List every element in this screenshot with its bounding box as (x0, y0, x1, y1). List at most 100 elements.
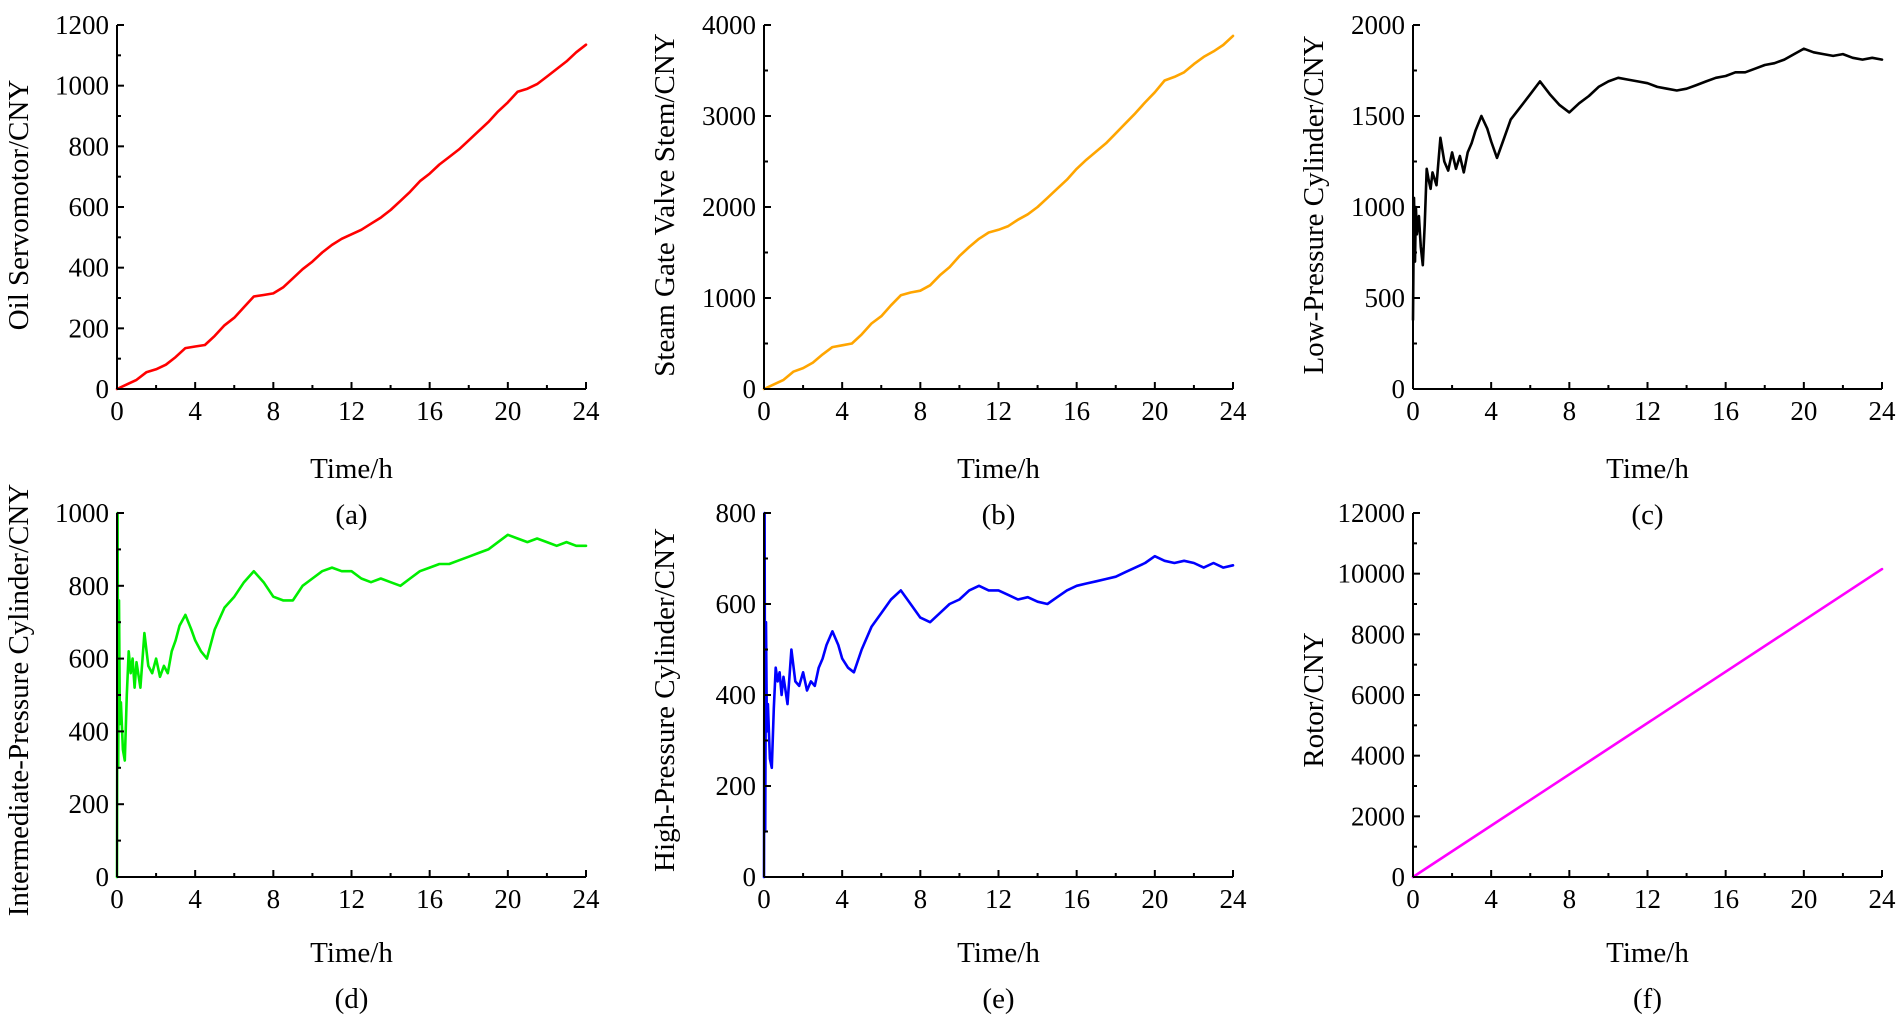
x-tick-label-e: 8 (914, 884, 928, 914)
y-tick-label-e: 0 (743, 862, 757, 892)
y-tick-label-a: 800 (69, 131, 110, 161)
x-tick-label-b: 0 (757, 396, 771, 426)
x-tick-label-c: 24 (1869, 396, 1897, 426)
x-tick-label-f: 0 (1406, 884, 1420, 914)
y-tick-label-a: 1200 (55, 10, 109, 40)
y-tick-label-f: 4000 (1351, 741, 1405, 771)
series-line-a-0 (115, 43, 588, 391)
panel-e: 0 4 8 12 16 20 24 0 200 400 600 800 Time/h High-Press… (649, 498, 1247, 1015)
x-tick-label-d: 0 (110, 884, 124, 914)
x-axis-label-a: Time/h (310, 453, 393, 485)
x-tick-label-f: 20 (1790, 884, 1817, 914)
x-tick-label-a: 12 (338, 396, 365, 426)
y-tick-label-f: 10000 (1338, 559, 1406, 589)
y-axis-label-d: Intermediate-Pressure Cylinder/CNY (3, 484, 35, 917)
x-tick-label-d: 12 (338, 884, 365, 914)
x-tick-label-d: 20 (494, 884, 521, 914)
y-tick-label-b: 3000 (702, 101, 756, 131)
series-line-c-0 (1411, 47, 1884, 322)
x-tick-label-d: 24 (573, 884, 601, 914)
y-tick-label-c: 1500 (1351, 101, 1405, 131)
x-tick-label-b: 20 (1141, 396, 1168, 426)
y-axis-label-f: Rotor/CNY (1298, 632, 1330, 767)
y-tick-label-d: 400 (69, 716, 110, 746)
x-tick-label-e: 0 (757, 884, 771, 914)
x-tick-label-c: 4 (1484, 396, 1498, 426)
x-tick-label-e: 12 (985, 884, 1012, 914)
x-tick-label-b: 12 (985, 396, 1012, 426)
x-tick-label-c: 20 (1790, 396, 1817, 426)
x-tick-label-e: 4 (835, 884, 849, 914)
panel-label-d: (d) (335, 983, 369, 1015)
x-tick-label-a: 20 (494, 396, 521, 426)
x-tick-label-c: 8 (1563, 396, 1577, 426)
panel-label-b: (b) (982, 499, 1016, 531)
x-tick-label-c: 12 (1634, 396, 1661, 426)
x-tick-label-b: 4 (835, 396, 849, 426)
x-axis-label-f: Time/h (1606, 937, 1689, 969)
x-tick-label-a: 16 (416, 396, 443, 426)
x-tick-label-c: 16 (1712, 396, 1739, 426)
y-tick-label-e: 800 (716, 498, 757, 528)
x-tick-label-a: 8 (267, 396, 281, 426)
x-tick-label-f: 8 (1563, 884, 1577, 914)
x-tick-label-a: 0 (110, 396, 124, 426)
series-line-d-0 (115, 511, 588, 879)
y-tick-label-b: 4000 (702, 10, 756, 40)
x-tick-label-d: 16 (416, 884, 443, 914)
y-axis-label-b: Steam Gate Valve Stem/CNY (649, 33, 681, 376)
x-tick-label-e: 16 (1063, 884, 1090, 914)
y-tick-label-e: 200 (716, 771, 757, 801)
y-tick-label-d: 200 (69, 789, 110, 819)
y-tick-label-c: 0 (1392, 374, 1406, 404)
x-tick-label-e: 24 (1220, 884, 1248, 914)
x-tick-label-b: 8 (914, 396, 928, 426)
y-tick-label-a: 400 (69, 253, 110, 283)
y-axis-label-a: Oil Servomotor/CNY (3, 80, 35, 331)
panel-label-a: (a) (335, 499, 367, 531)
y-tick-label-c: 500 (1365, 283, 1406, 313)
x-axis-label-e: Time/h (957, 937, 1040, 969)
y-tick-label-a: 1000 (55, 71, 109, 101)
y-tick-label-d: 800 (69, 571, 110, 601)
y-tick-label-a: 200 (69, 313, 110, 343)
x-tick-label-b: 16 (1063, 396, 1090, 426)
y-tick-label-a: 600 (69, 192, 110, 222)
panel-a: 0 4 8 12 16 20 24 0 200 400 600 800 1000 1200 Time/h Oi… (3, 10, 600, 531)
y-tick-label-d: 1000 (55, 498, 109, 528)
x-axis-label-c: Time/h (1606, 453, 1689, 485)
panel-c: 0 4 8 12 16 20 24 0 500 1000 1500 2000 Time/h Low-Pre… (1298, 10, 1896, 531)
y-tick-label-c: 2000 (1351, 10, 1405, 40)
series-line-e-0 (762, 511, 1235, 879)
x-tick-label-f: 4 (1484, 884, 1498, 914)
x-tick-label-d: 8 (267, 884, 281, 914)
x-tick-label-f: 16 (1712, 884, 1739, 914)
panel-label-e: (e) (982, 983, 1014, 1015)
y-tick-label-f: 2000 (1351, 801, 1405, 831)
x-tick-label-a: 24 (573, 396, 601, 426)
panel-f: 0 4 8 12 16 20 24 0 2000 4000 6000 8000 10000 12000 Ti… (1298, 498, 1896, 1015)
x-axis-label-b: Time/h (957, 453, 1040, 485)
y-tick-label-d: 600 (69, 644, 110, 674)
y-tick-label-f: 0 (1392, 862, 1406, 892)
y-tick-label-f: 12000 (1338, 498, 1406, 528)
x-tick-label-a: 4 (188, 396, 202, 426)
x-tick-label-b: 24 (1220, 396, 1248, 426)
y-tick-label-b: 1000 (702, 283, 756, 313)
y-tick-label-c: 1000 (1351, 192, 1405, 222)
y-axis-label-e: High-Pressure Cylinder/CNY (649, 528, 681, 872)
y-tick-label-d: 0 (96, 862, 110, 892)
y-tick-label-e: 600 (716, 589, 757, 619)
y-tick-label-b: 2000 (702, 192, 756, 222)
y-tick-label-a: 0 (96, 374, 110, 404)
panel-b: 0 4 8 12 16 20 24 0 1000 2000 3000 4000 Time/h Steam … (649, 10, 1247, 531)
x-axis-label-d: Time/h (310, 937, 393, 969)
y-tick-label-b: 0 (743, 374, 757, 404)
series-line-f-0 (1411, 567, 1884, 879)
y-tick-label-f: 8000 (1351, 619, 1405, 649)
y-tick-label-f: 6000 (1351, 680, 1405, 710)
x-tick-label-f: 24 (1869, 884, 1897, 914)
panel-d: 0 4 8 12 16 20 24 0 200 400 600 800 1000 Time/h Interm… (3, 484, 600, 1015)
x-tick-label-f: 12 (1634, 884, 1661, 914)
